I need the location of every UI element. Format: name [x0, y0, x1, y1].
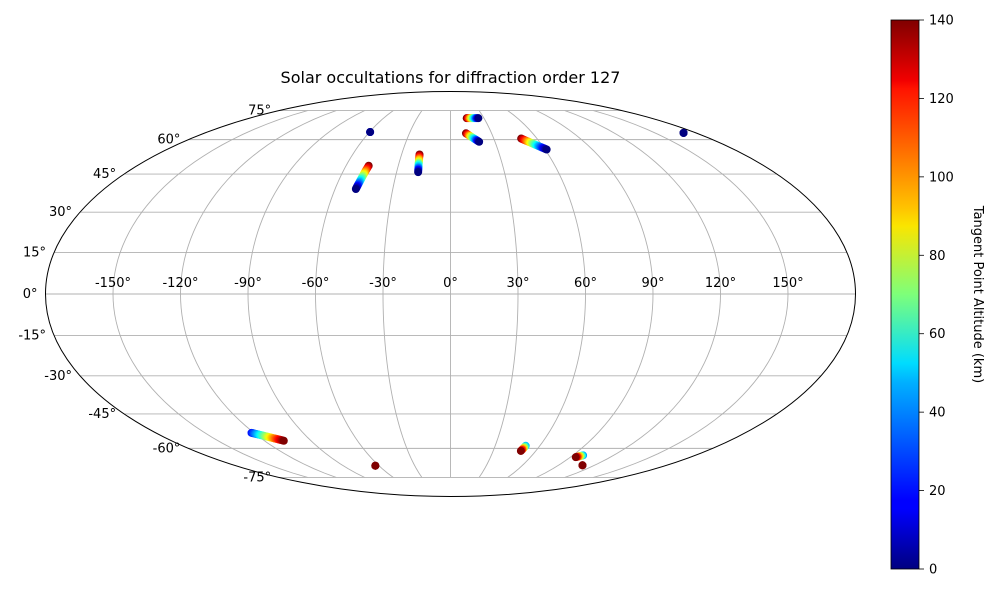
occultation-points — [247, 114, 688, 470]
latitude-tick-label: 30° — [49, 205, 72, 220]
occultation-track — [366, 128, 375, 137]
colorbar-tick-label: 0 — [929, 563, 937, 578]
colorbar-label: Tangent Point Altitude (km) — [970, 205, 985, 383]
occultation-point — [679, 128, 688, 137]
longitude-tick-label: 90° — [641, 276, 664, 291]
longitude-gridline — [180, 110, 337, 478]
occultation-track — [351, 161, 373, 193]
longitude-gridline — [507, 110, 586, 478]
latitude-tick-label: 15° — [23, 246, 46, 261]
longitude-tick-labels: -150° -120° -90° -60° -30° 0° 30° 60° 90° 120° 150… — [95, 276, 804, 291]
colorbar-tick-label: 140 — [929, 14, 954, 29]
occultation-point — [279, 436, 288, 445]
occultation-track — [578, 461, 587, 470]
latitude-tick-labels: -75° -60° -45° -30° -15° 0° 15° 30° 45° 60° 75° — [18, 104, 271, 486]
colorbar-tick-label: 40 — [929, 406, 946, 421]
colorbar-tick-label: 20 — [929, 484, 946, 499]
longitude-gridline — [247, 110, 366, 478]
latitude-tick-label: 60° — [157, 133, 180, 148]
longitude-tick-label: -60° — [302, 276, 330, 291]
occultation-track — [517, 134, 551, 154]
longitude-tick-label: 120° — [705, 276, 736, 291]
occultation-track — [679, 128, 688, 137]
occultation-point — [542, 145, 551, 154]
occultation-point — [516, 446, 525, 455]
longitude-tick-label: -90° — [234, 276, 262, 291]
longitude-gridline — [564, 110, 721, 478]
colorbar-gradient — [890, 19, 920, 570]
longitude-tick-label: 0° — [443, 276, 458, 291]
chart-title: Solar occultations for diffraction order… — [281, 68, 621, 87]
longitude-tick-label: -30° — [369, 276, 397, 291]
occultation-track — [247, 428, 288, 445]
occultation-track — [516, 441, 530, 455]
occultation-point — [351, 184, 360, 193]
occultation-track — [461, 129, 484, 146]
latitude-tick-label: 0° — [23, 287, 38, 302]
occultation-track — [462, 114, 483, 123]
latitude-tick-label: -45° — [88, 407, 116, 422]
graticule — [45, 110, 856, 478]
longitude-tick-label: 150° — [772, 276, 803, 291]
colorbar-tick-label: 60 — [929, 327, 946, 342]
longitude-gridline — [112, 110, 308, 478]
longitude-gridline — [593, 110, 789, 478]
longitude-gridline — [478, 110, 519, 478]
longitude-tick-label: -150° — [95, 276, 131, 291]
longitude-gridline — [315, 110, 394, 478]
occultation-point — [578, 461, 587, 470]
map-outline — [45, 91, 856, 497]
colorbar-tick-label: 100 — [929, 170, 954, 185]
latitude-tick-label: -60° — [153, 441, 181, 456]
latitude-tick-label: -75° — [243, 470, 271, 485]
colorbar-ticks: 0 20 40 60 80 100 120 140 — [919, 14, 954, 578]
occultation-point — [366, 128, 375, 137]
longitude-gridline — [382, 110, 423, 478]
colorbar-tick-label: 120 — [929, 92, 954, 107]
latitude-tick-label: -15° — [18, 328, 46, 343]
longitude-tick-label: 60° — [574, 276, 597, 291]
occultation-point — [474, 114, 483, 123]
colorbar: 0 20 40 60 80 100 120 140 Tangent Point Altitud… — [890, 14, 985, 578]
occultation-point — [571, 453, 580, 462]
colorbar-tick-label: 80 — [929, 249, 946, 264]
occultation-point — [371, 461, 380, 470]
occultation-track — [571, 451, 588, 462]
latitude-tick-label: 75° — [248, 104, 271, 119]
occultation-track — [414, 150, 424, 177]
latitude-tick-label: 45° — [93, 167, 116, 182]
longitude-gridline — [535, 110, 654, 478]
longitude-tick-label: 30° — [506, 276, 529, 291]
occultation-track — [371, 461, 380, 470]
occultation-point — [475, 137, 484, 146]
longitude-tick-label: -120° — [162, 276, 198, 291]
occultation-point — [414, 168, 423, 177]
latitude-tick-label: -30° — [44, 369, 72, 384]
